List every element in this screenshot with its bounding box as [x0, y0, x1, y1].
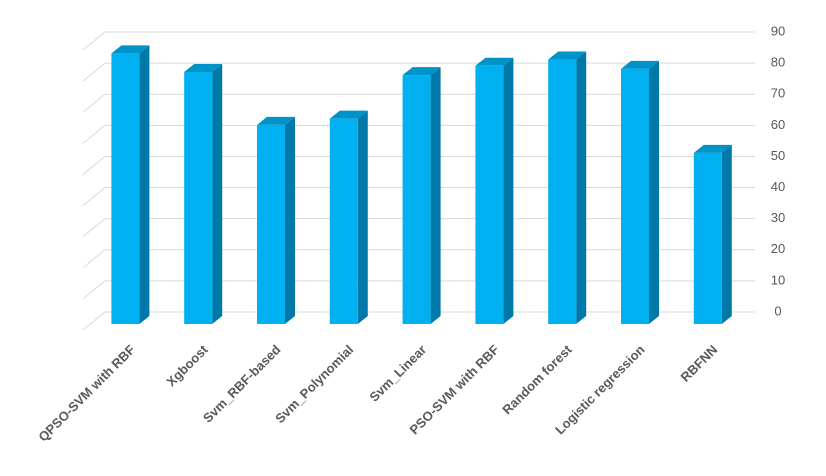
bar-side [139, 45, 150, 324]
bar [111, 53, 140, 324]
bar-top [475, 57, 514, 66]
bar-top [329, 110, 368, 119]
bar-top [548, 51, 587, 60]
x-tick-label: Svm_RBF-based [200, 342, 284, 426]
x-tick-label: Random forest [499, 341, 575, 417]
bar-side [721, 144, 732, 324]
grid-line [82, 187, 755, 206]
bar-side [503, 57, 514, 325]
grid-line [82, 62, 755, 82]
grid-line [82, 155, 755, 175]
grid-line [82, 124, 755, 144]
x-tick-label: Svm_Linear [366, 342, 429, 405]
grid-line [82, 218, 755, 238]
y-tick-label: 10 [771, 272, 785, 287]
bar-top [184, 64, 223, 72]
bar [548, 59, 577, 325]
bar-side [649, 60, 659, 325]
grid-line [82, 93, 755, 113]
bar-side [285, 116, 295, 324]
grid-line [82, 249, 755, 269]
bar-top [693, 144, 732, 153]
bar-side [430, 67, 441, 324]
y-tick-label: 20 [771, 241, 785, 256]
bar-top [257, 116, 295, 125]
bar [402, 75, 431, 324]
bar-side [357, 110, 368, 325]
bar [329, 118, 358, 325]
bar-top [111, 45, 150, 54]
y-tick-label: 90 [771, 23, 785, 38]
bar-side [212, 64, 223, 324]
x-tick-label: QPSO-SVM with RBF [35, 342, 138, 445]
grid-line [82, 280, 755, 300]
grid-line [82, 311, 755, 331]
y-tick-label: 60 [771, 117, 785, 132]
y-tick-label: 70 [771, 86, 785, 101]
bar [693, 152, 722, 324]
grid-line [82, 31, 755, 51]
y-tick-label: 80 [771, 55, 785, 70]
bar [184, 72, 213, 324]
y-tick-label: 0 [774, 303, 781, 318]
bar [621, 68, 649, 324]
y-tick-label: 40 [771, 179, 785, 194]
x-tick-label: RBFNN [678, 342, 721, 385]
bar-side [576, 51, 587, 325]
y-tick-label: 50 [771, 148, 785, 163]
bar [257, 124, 285, 324]
bar [475, 65, 504, 325]
bar-top [621, 60, 659, 69]
x-tick-label: Xgboost [163, 341, 211, 389]
x-tick-label: Svm_Polynomial [272, 342, 356, 426]
bar-top [402, 67, 441, 76]
y-tick-label: 30 [771, 210, 785, 225]
